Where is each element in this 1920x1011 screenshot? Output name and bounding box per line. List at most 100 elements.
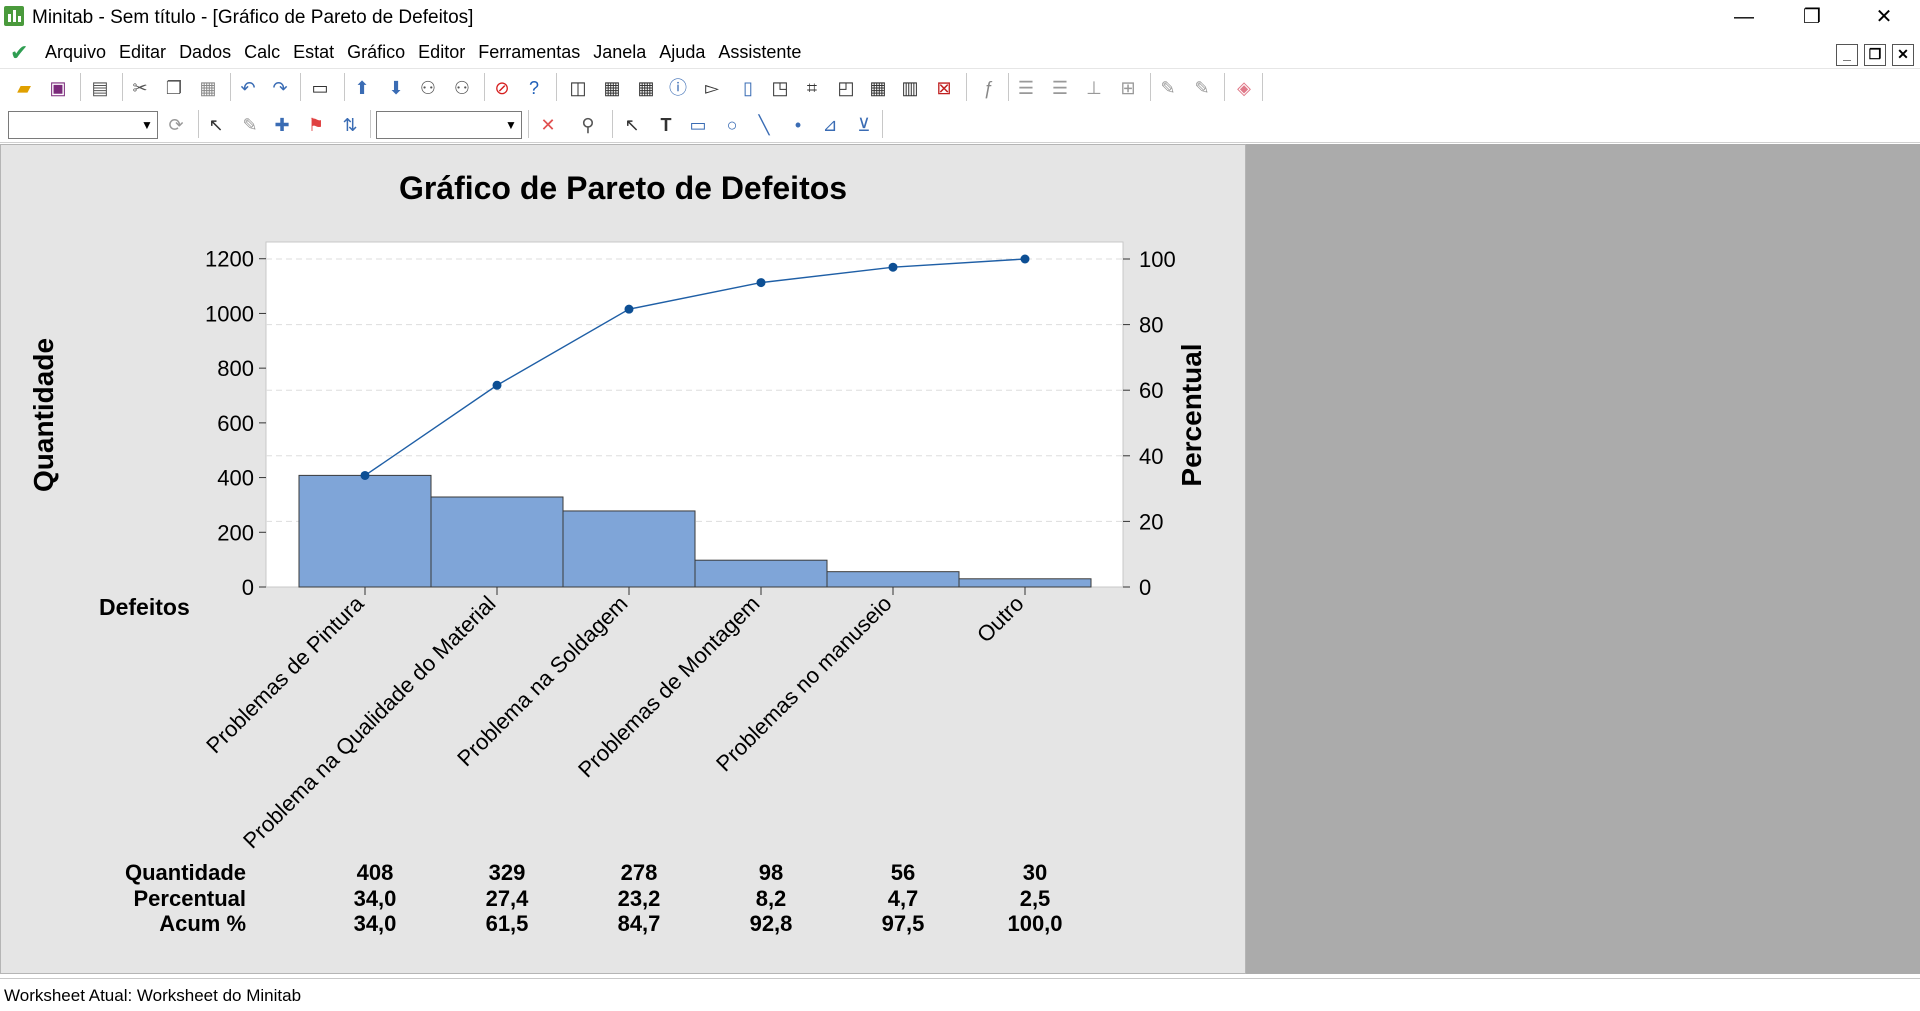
pen-icon[interactable]: ✎ <box>1194 78 1210 98</box>
mdi-minimize-button[interactable]: _ <box>1836 44 1858 66</box>
dot-icon[interactable]: • <box>794 115 802 135</box>
menu-editar[interactable]: Editar <box>119 42 167 62</box>
select-icon[interactable]: ↖ <box>208 115 224 135</box>
minimize-button[interactable]: — <box>1734 6 1754 28</box>
x-tick-label: Outro <box>972 591 1029 648</box>
y2-tick-label: 20 <box>1139 509 1163 534</box>
y-tick-label: 1200 <box>205 247 254 272</box>
title-bar: Minitab - Sem título - [Gráfico de Paret… <box>0 0 1920 34</box>
y-tick-label: 400 <box>217 466 254 491</box>
flag-icon[interactable]: ⚑ <box>307 115 325 135</box>
menu-ajuda[interactable]: Ajuda <box>659 42 706 62</box>
align-center-icon[interactable]: ☰ <box>1051 78 1069 98</box>
close-all-icon[interactable]: ⊠ <box>936 78 952 98</box>
menu-ferramentas[interactable]: Ferramentas <box>478 42 581 62</box>
window-icon[interactable]: ▭ <box>311 78 329 98</box>
table-cell: 8,2 <box>756 886 787 911</box>
history-icon[interactable]: ▻ <box>705 78 719 98</box>
undo-icon[interactable]: ↶ <box>240 78 256 98</box>
graph-brush-icon[interactable]: ⌗ <box>806 78 818 98</box>
table-cell: 4,7 <box>888 886 919 911</box>
cumulative-point <box>360 470 370 480</box>
ellipse-icon[interactable]: ○ <box>726 115 738 135</box>
new-graph-icon[interactable]: ◫ <box>569 78 587 98</box>
menu-dados[interactable]: Dados <box>179 42 232 62</box>
menu-editor[interactable]: Editor <box>418 42 466 62</box>
find-icon[interactable]: ⚇ <box>419 78 437 98</box>
check-icon[interactable]: ✔ <box>10 40 29 65</box>
bar <box>562 510 696 588</box>
align-left-icon[interactable]: ☰ <box>1017 78 1035 98</box>
worksheet-select[interactable]: ▼ <box>8 111 158 139</box>
arrow-down-icon[interactable]: ⬇ <box>388 78 404 98</box>
graph-window[interactable]: Gráfico de Pareto de Defeitos 0 200 400 600 8… <box>0 144 1246 974</box>
restore-button[interactable]: ❐ <box>1803 6 1821 28</box>
swap-icon[interactable]: ⇅ <box>342 115 358 135</box>
refresh-icon[interactable]: ⟳ <box>168 115 184 135</box>
menu-arquivo[interactable]: Arquivo <box>45 42 107 62</box>
bar <box>826 571 960 588</box>
menu-calc[interactable]: Calc <box>244 42 281 62</box>
open-icon[interactable]: ▰ <box>17 78 31 98</box>
table-cell: 61,5 <box>486 911 529 936</box>
y2-tick-label: 80 <box>1139 313 1163 338</box>
pointer-icon[interactable]: ↖ <box>624 115 640 135</box>
mdi-close-button[interactable]: ✕ <box>1892 44 1914 66</box>
chevron-down-icon[interactable]: ▼ <box>505 118 517 132</box>
group-icon[interactable]: ⊞ <box>1120 78 1136 98</box>
print-icon[interactable]: ▤ <box>91 78 109 98</box>
menu-janela[interactable]: Janela <box>593 42 647 62</box>
table-cell: 92,8 <box>750 911 793 936</box>
arrow-up-icon[interactable]: ⬆ <box>354 78 370 98</box>
y-tick-label: 600 <box>217 411 254 436</box>
table-cell: 329 <box>489 860 526 885</box>
cumulative-point <box>624 304 634 314</box>
crosshair-icon[interactable]: ✚ <box>274 115 290 135</box>
notepad-icon[interactable]: ▯ <box>743 78 753 98</box>
table-icon[interactable]: ▦ <box>869 78 887 98</box>
cancel-icon[interactable]: ⊘ <box>494 78 510 98</box>
item-select[interactable]: ▼ <box>376 111 522 139</box>
chevron-down-icon[interactable]: ▼ <box>141 118 153 132</box>
redo-icon[interactable]: ↷ <box>272 78 288 98</box>
session-icon[interactable]: ▦ <box>637 78 655 98</box>
x-tick-label: Problema na Qualidade do Material <box>238 591 500 853</box>
worksheet-icon[interactable]: ▦ <box>603 78 621 98</box>
polyline-icon[interactable]: ⊿ <box>822 115 838 135</box>
line-icon[interactable]: ╲ <box>758 115 770 135</box>
save-icon[interactable]: ▣ <box>49 78 67 98</box>
mdi-restore-button[interactable]: ❐ <box>1864 44 1886 66</box>
graph-edit-icon[interactable]: ◰ <box>837 78 855 98</box>
help-icon[interactable]: ? <box>528 78 539 98</box>
menu-bar: ✔ Arquivo Editar Dados Calc Estat Gráfic… <box>0 34 1920 69</box>
table-row-label: Percentual <box>134 886 247 911</box>
function-icon[interactable]: ƒ <box>982 78 993 98</box>
status-bar: Worksheet Atual: Worksheet do Minitab <box>0 978 1920 1011</box>
cumulative-point <box>756 278 766 288</box>
layout-icon[interactable]: ◳ <box>771 78 789 98</box>
copy-icon[interactable]: ❐ <box>165 78 183 98</box>
mdi-background <box>1246 144 1920 974</box>
polygon-icon[interactable]: ⊻ <box>857 115 871 135</box>
distribute-icon[interactable]: ⊥ <box>1086 78 1102 98</box>
find-next-icon[interactable]: ⚇ <box>453 78 471 98</box>
menu-assistente[interactable]: Assistente <box>718 42 802 62</box>
cut-icon[interactable]: ✂ <box>132 78 148 98</box>
rectangle-icon[interactable]: ▭ <box>689 115 707 135</box>
y-tick-label: 0 <box>242 575 254 600</box>
eraser-icon[interactable]: ◈ <box>1237 78 1251 98</box>
bar <box>430 496 564 588</box>
menu-estat[interactable]: Estat <box>293 42 335 62</box>
text-tool-icon[interactable]: T <box>660 115 672 135</box>
menu-grafico[interactable]: Gráfico <box>347 42 406 62</box>
close-button[interactable]: ✕ <box>1875 6 1893 28</box>
y2-tick-label: 0 <box>1139 575 1151 600</box>
paste-icon[interactable]: ▦ <box>199 78 217 98</box>
brush-icon[interactable]: ✎ <box>1160 78 1176 98</box>
info-icon[interactable]: ⓘ <box>669 78 687 98</box>
columns-icon[interactable]: ▥ <box>901 78 919 98</box>
brush-tool-icon[interactable]: ✎ <box>242 115 258 135</box>
zoom-icon[interactable]: ⚲ <box>581 115 595 135</box>
delete-icon[interactable]: ✕ <box>540 115 556 135</box>
table-cell: 34,0 <box>354 886 397 911</box>
